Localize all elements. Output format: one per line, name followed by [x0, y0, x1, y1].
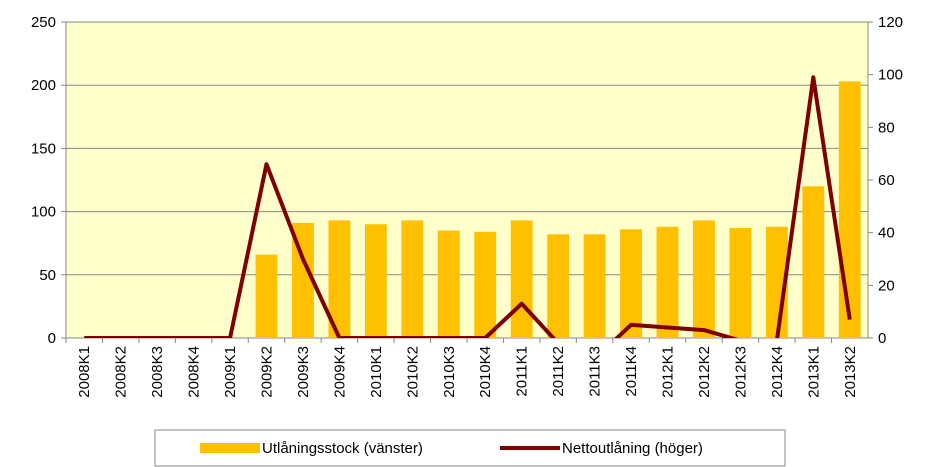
bar	[292, 222, 314, 338]
x-tick-label: 2011K4	[623, 346, 640, 397]
x-tick-label: 2012K2	[696, 346, 713, 398]
bar	[510, 220, 533, 338]
marks	[84, 75, 861, 338]
y-tick-label: 200	[31, 77, 56, 94]
x-tick-label: 2009K1	[222, 346, 239, 398]
y2-tick-label: 40	[878, 225, 895, 242]
bar	[729, 228, 752, 338]
x-tick-label: 2010K2	[404, 346, 421, 398]
bar	[255, 254, 278, 338]
y-tick-label: 0	[48, 330, 56, 347]
line	[84, 75, 852, 338]
y2-tick-label: 20	[878, 277, 895, 294]
y2-tick-label: 80	[878, 119, 895, 136]
legend-label: Utlåningsstock (vänster)	[262, 440, 423, 457]
bar	[583, 234, 606, 338]
legend-swatch	[200, 443, 260, 453]
x-tick-label: 2011K3	[587, 346, 604, 397]
bar	[364, 224, 387, 338]
bar	[802, 186, 825, 338]
y2-tick-label: 0	[878, 330, 886, 347]
x-tick-label: 2013K1	[805, 346, 822, 398]
y2-tick-label: 100	[878, 67, 903, 84]
x-tick-label: 2009K4	[331, 346, 348, 398]
x-tick-label: 2009K2	[259, 346, 276, 398]
x-tick-label: 2012K4	[769, 346, 786, 398]
y-tick-label: 50	[39, 267, 56, 284]
x-tick-label: 2008K3	[149, 346, 166, 398]
x-tick-label: 2011K1	[514, 346, 531, 397]
bar	[838, 81, 861, 338]
x-tick-label: 2012K3	[732, 346, 749, 398]
x-tick-label: 2010K4	[477, 346, 494, 398]
bar	[656, 226, 679, 338]
bar	[547, 234, 570, 338]
y-tick-label: 250	[31, 14, 56, 31]
x-tick-label: 2012K1	[660, 346, 677, 398]
y2-tick-label: 60	[878, 172, 895, 189]
bar	[437, 230, 460, 338]
x-tick-label: 2013K2	[842, 346, 859, 398]
bar	[474, 231, 497, 338]
bar	[620, 229, 642, 338]
x-tick-label: 2011K2	[550, 346, 567, 397]
x-tick-label: 2009K3	[295, 346, 312, 398]
y-tick-label: 100	[31, 204, 56, 221]
x-tick-label: 2008K4	[186, 346, 203, 398]
bar	[401, 220, 424, 338]
bar	[328, 220, 351, 338]
x-tick-label: 2010K3	[441, 346, 458, 398]
x-tick-label: 2008K2	[113, 346, 130, 398]
x-tick-label: 2008K1	[76, 346, 93, 398]
y-tick-label: 150	[31, 140, 56, 157]
legend-label: Nettoutlåning (höger)	[562, 440, 703, 457]
x-tick-label: 2010K1	[368, 346, 385, 398]
bar	[693, 220, 715, 338]
y2-tick-label: 120	[878, 14, 903, 31]
